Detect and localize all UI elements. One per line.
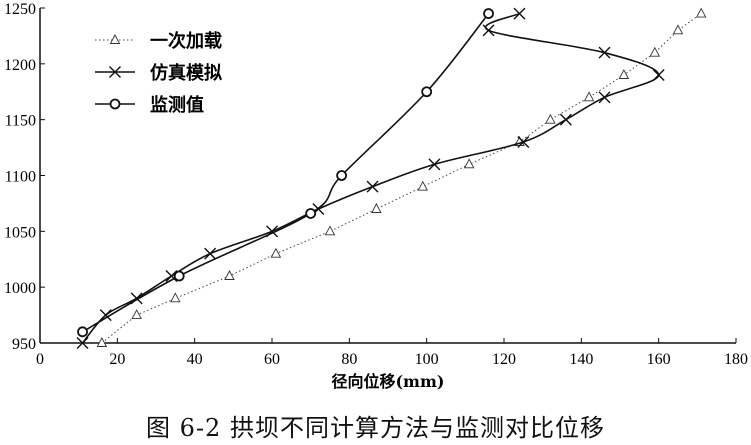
x-marker: [428, 158, 441, 171]
triangle-marker: [96, 337, 108, 347]
x-tick-label: 80: [341, 351, 357, 368]
legend-label: 仿真模拟: [150, 62, 222, 84]
x-tick-label: 180: [724, 351, 748, 368]
x-tick-label: 140: [569, 351, 593, 368]
triangle-marker: [224, 270, 235, 280]
y-tick-label: 1100: [5, 169, 36, 186]
legend-item: 监测值: [95, 94, 204, 116]
circle-marker: [77, 326, 88, 338]
x-tick-label: 20: [109, 351, 125, 368]
y-tick-label: 1150: [5, 113, 36, 130]
x-tick-label: 40: [187, 351, 203, 368]
y-tick-label: 1000: [4, 280, 36, 297]
legend-item: 一次加载: [95, 30, 222, 52]
x-marker: [99, 309, 112, 322]
legend-label: 监测值: [150, 94, 204, 116]
circle-marker: [421, 86, 433, 98]
x-marker: [559, 113, 572, 126]
circle-marker: [173, 270, 185, 282]
circle-marker: [483, 8, 494, 19]
triangle-marker: [649, 46, 661, 57]
triangle-marker: [583, 91, 595, 102]
series-line: [81, 12, 660, 344]
y-tick-label: 1250: [4, 1, 36, 18]
circle-marker: [305, 208, 317, 219]
triangle-marker: [170, 292, 181, 303]
triangle-marker: [417, 180, 429, 191]
series-line: [101, 13, 702, 344]
series-x: [76, 7, 665, 349]
x-marker: [204, 247, 217, 260]
y-tick-label: 1200: [4, 57, 36, 74]
x-marker: [652, 69, 665, 81]
figure-caption: 图 6-2 拱坝不同计算方法与监测对比位移: [146, 414, 605, 442]
legend-item: 仿真模拟: [95, 62, 222, 84]
triangle-marker: [463, 158, 475, 169]
triangle-marker: [371, 203, 382, 213]
series-line: [82, 13, 490, 333]
x-marker: [482, 24, 495, 37]
legend-label: 一次加载: [150, 30, 222, 52]
x-marker: [598, 46, 611, 59]
triangle-marker: [672, 24, 684, 35]
triangle-marker: [270, 247, 282, 258]
x-tick-label: 120: [492, 351, 516, 368]
triangle-marker: [695, 7, 707, 18]
triangle-marker: [324, 225, 336, 236]
x-axis-label: 径向位移(mm): [331, 372, 444, 391]
x-tick-label: 100: [415, 351, 439, 368]
x-marker: [598, 91, 611, 104]
x-marker: [513, 7, 526, 20]
x-marker: [76, 337, 89, 349]
x-marker: [109, 66, 121, 78]
x-marker: [366, 180, 379, 193]
y-tick-label: 950: [12, 336, 36, 353]
y-tick-label: 1050: [4, 224, 36, 241]
circle-marker: [336, 170, 348, 181]
circle-marker: [109, 98, 121, 110]
triangle-marker: [131, 309, 142, 320]
x-tick-label: 160: [647, 351, 671, 368]
triangle-marker: [545, 113, 556, 124]
x-marker: [517, 136, 530, 148]
series-triangle: [96, 7, 707, 347]
x-tick-label: 60: [264, 351, 280, 368]
series-circle: [77, 8, 494, 338]
x-marker: [165, 270, 178, 282]
triangle-marker: [618, 69, 630, 79]
triangle-marker: [109, 34, 121, 44]
chart: 0 20 40 60 80 100 120 140 160 180 950 1000 1050 1100 1…: [4, 1, 748, 391]
x-tick-label: 0: [36, 351, 44, 368]
